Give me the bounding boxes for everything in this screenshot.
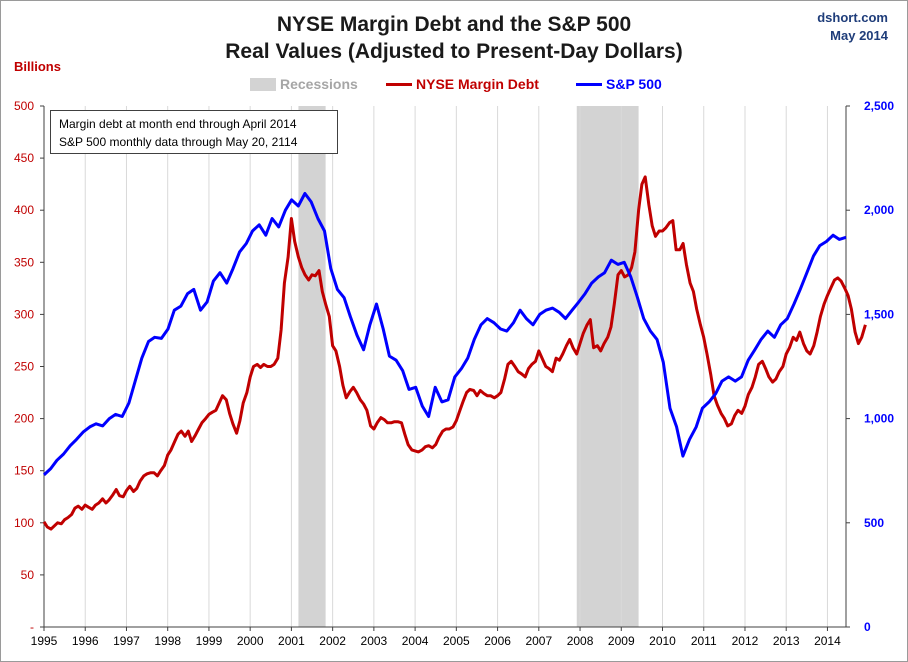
y-right-tick-label: 500 — [864, 516, 884, 530]
y-left-tick-label: 200 — [14, 412, 34, 426]
chart-title: NYSE Margin Debt and the S&P 500 — [276, 13, 632, 36]
x-tick-label: 1995 — [31, 634, 58, 648]
data-note-line2: S&P 500 monthly data through May 20, 211… — [59, 135, 298, 149]
x-tick-label: 2011 — [691, 634, 717, 648]
legend-recessions: Recessions — [250, 74, 358, 94]
legend-margin-debt-label: NYSE Margin Debt — [416, 76, 539, 92]
series-line-sp500 — [42, 192, 847, 476]
x-tick-label: 2003 — [361, 634, 388, 648]
x-tick-label: 2010 — [649, 634, 676, 648]
x-tick-label: 1996 — [72, 634, 99, 648]
y-right-tick-label: 1,500 — [864, 307, 894, 321]
y-right-tick-label: 2,500 — [864, 99, 894, 113]
x-tick-label: 2002 — [319, 634, 346, 648]
y-right-tick-label: 1,000 — [864, 412, 894, 426]
x-tick-label: 2008 — [567, 634, 594, 648]
data-note-box: Margin debt at month end through April 2… — [50, 110, 338, 154]
y-left-tick-label: 350 — [14, 255, 34, 269]
recession-band — [298, 106, 326, 627]
y-left-tick-label: 450 — [14, 151, 34, 165]
x-tick-label: 2007 — [525, 634, 552, 648]
x-tick-label: 2013 — [773, 634, 800, 648]
x-tick-label: 1999 — [196, 634, 223, 648]
legend-recessions-label: Recessions — [280, 76, 358, 92]
x-tick-label: 1997 — [113, 634, 140, 648]
recession-band — [576, 106, 639, 627]
y-left-tick-label: 400 — [14, 203, 34, 217]
y-left-tick-label: - — [30, 620, 34, 634]
x-tick-label: 2006 — [484, 634, 511, 648]
legend-sp500: S&P 500 — [576, 74, 662, 94]
x-tick-label: 2012 — [732, 634, 759, 648]
y-axis-left-label: Billions — [14, 59, 61, 74]
x-tick-label: 1998 — [154, 634, 181, 648]
y-right-tick-label: 2,000 — [864, 203, 894, 217]
legend-sp500-label: S&P 500 — [606, 76, 662, 92]
legend-sp500-swatch — [576, 82, 602, 86]
y-left-tick-label: 500 — [14, 99, 34, 113]
chart-subtitle: Real Values (Adjusted to Present-Day Dol… — [225, 40, 683, 63]
x-tick-label: 2000 — [237, 634, 264, 648]
y-left-tick-label: 50 — [21, 568, 35, 582]
y-right-tick-label: 0 — [864, 620, 871, 634]
x-tick-label: 2001 — [278, 634, 305, 648]
y-left-tick-label: 250 — [14, 360, 34, 374]
legend-margin-debt-swatch — [386, 82, 412, 86]
x-tick-label: 2009 — [608, 634, 635, 648]
legend-margin-debt: NYSE Margin Debt — [386, 74, 539, 94]
y-left-tick-label: 150 — [14, 464, 34, 478]
x-tick-label: 2014 — [814, 634, 841, 648]
x-tick-label: 2004 — [402, 634, 429, 648]
y-left-tick-label: 300 — [14, 307, 34, 321]
data-note-line1: Margin debt at month end through April 2… — [59, 117, 297, 131]
source-label: dshort.com — [817, 10, 888, 25]
date-label: May 2014 — [830, 28, 888, 43]
legend-recessions-swatch — [250, 77, 276, 91]
x-tick-label: 2005 — [443, 634, 470, 648]
y-left-tick-label: 100 — [14, 516, 34, 530]
series-line-margin-debt — [42, 175, 867, 531]
